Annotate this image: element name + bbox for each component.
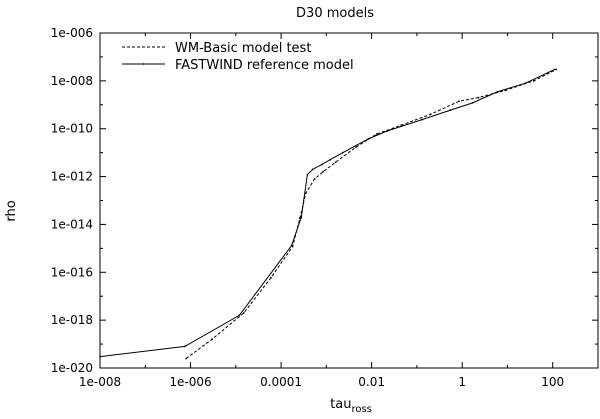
legend: WM-Basic model test FASTWIND reference mo… xyxy=(122,41,354,73)
data-point xyxy=(313,178,316,180)
data-point xyxy=(300,216,303,218)
data-point xyxy=(355,146,357,148)
data-point xyxy=(311,168,314,171)
data-point xyxy=(306,173,309,176)
data-point xyxy=(329,159,331,161)
data-point xyxy=(185,357,187,360)
data-point xyxy=(496,91,499,93)
data-point xyxy=(99,355,101,358)
y-axis-label: rho xyxy=(4,200,19,221)
data-point xyxy=(367,138,370,140)
series-line-wm-basic xyxy=(185,68,557,359)
data-point xyxy=(304,192,307,195)
data-point xyxy=(532,80,535,82)
x-tick-label: 0.01 xyxy=(358,375,385,389)
legend-label: WM-Basic model test xyxy=(175,41,311,56)
x-tick-label: 1e-008 xyxy=(79,375,121,389)
y-tick-label: 1e-010 xyxy=(51,122,93,136)
data-point xyxy=(341,151,344,154)
data-point xyxy=(322,170,324,173)
x-tick-label: 1 xyxy=(458,375,466,389)
x-tick-label: 1e-006 xyxy=(169,375,211,389)
legend-marker xyxy=(142,63,145,65)
legend-label: FASTWIND reference model xyxy=(175,58,354,73)
y-tick-label: 1e-016 xyxy=(51,265,93,279)
x-tick-label: 100 xyxy=(541,375,564,389)
y-tick-label: 1e-008 xyxy=(51,74,93,88)
data-point xyxy=(555,68,558,71)
x-axis-label: tauross xyxy=(330,397,372,415)
data-point xyxy=(449,109,452,111)
y-tick-label: 1e-006 xyxy=(51,26,93,40)
data-point xyxy=(238,314,241,317)
data-point xyxy=(524,82,527,84)
x-axis-label-subscript: ross xyxy=(351,404,371,415)
y-tick-label: 1e-014 xyxy=(51,217,93,231)
data-point xyxy=(321,163,323,166)
series-line-fastwind xyxy=(99,68,555,358)
data-point xyxy=(290,244,293,247)
data-point xyxy=(458,100,460,103)
data-point xyxy=(504,89,507,92)
data-point xyxy=(211,338,213,340)
data-point xyxy=(471,102,474,104)
data-point xyxy=(334,161,337,163)
y-tick-label: 1e-020 xyxy=(51,361,93,375)
x-tick-label: 0.0001 xyxy=(260,375,302,389)
data-point xyxy=(477,96,480,99)
data-point xyxy=(400,124,402,126)
data-point xyxy=(421,118,423,121)
plot-frame xyxy=(99,32,599,369)
series-group xyxy=(99,68,558,360)
data-point xyxy=(299,217,301,220)
chart-title: D30 models xyxy=(296,6,374,21)
data-point xyxy=(270,276,272,279)
axis-ticks: 1e-008 1e-006 0.0001 0.01 1 100 1e-020 1e-018 1e… xyxy=(51,26,599,389)
data-point xyxy=(243,312,245,314)
data-point xyxy=(184,345,186,348)
y-tick-label: 1e-012 xyxy=(51,170,93,184)
y-tick-label: 1e-018 xyxy=(51,313,93,327)
data-point xyxy=(553,68,556,71)
data-point xyxy=(291,245,294,248)
data-point xyxy=(376,133,378,135)
data-point xyxy=(386,130,388,132)
x-axis-label-main: tau xyxy=(330,397,351,412)
data-point xyxy=(429,113,432,116)
